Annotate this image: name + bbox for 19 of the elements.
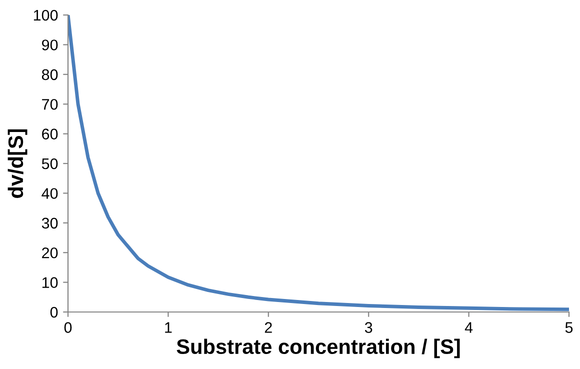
x-tick-label: 3 <box>364 322 372 333</box>
y-tick-label: 20 <box>42 247 58 258</box>
y-tick-label: 40 <box>42 188 58 199</box>
y-tick-label: 90 <box>42 40 58 50</box>
y-axis-title: dv/d[S] <box>8 129 28 198</box>
x-tick-label: 2 <box>264 322 272 333</box>
y-tick-label: 100 <box>34 10 58 21</box>
y-tick-label: 50 <box>42 158 58 170</box>
y-tick-label: 0 <box>50 306 58 318</box>
y-tick-label: 10 <box>42 277 58 288</box>
y-tick-label: 60 <box>42 128 58 140</box>
x-tick-label: 0 <box>64 322 72 333</box>
y-tick-label: 70 <box>42 98 58 110</box>
x-axis-title: Substrate concentration / [S] <box>176 338 460 358</box>
y-tick-label: 80 <box>42 69 58 80</box>
x-tick-label: 1 <box>165 322 172 333</box>
y-tick-label: 30 <box>42 218 58 229</box>
x-tick-label: 5 <box>565 322 573 333</box>
x-tick-label: 4 <box>464 322 473 333</box>
